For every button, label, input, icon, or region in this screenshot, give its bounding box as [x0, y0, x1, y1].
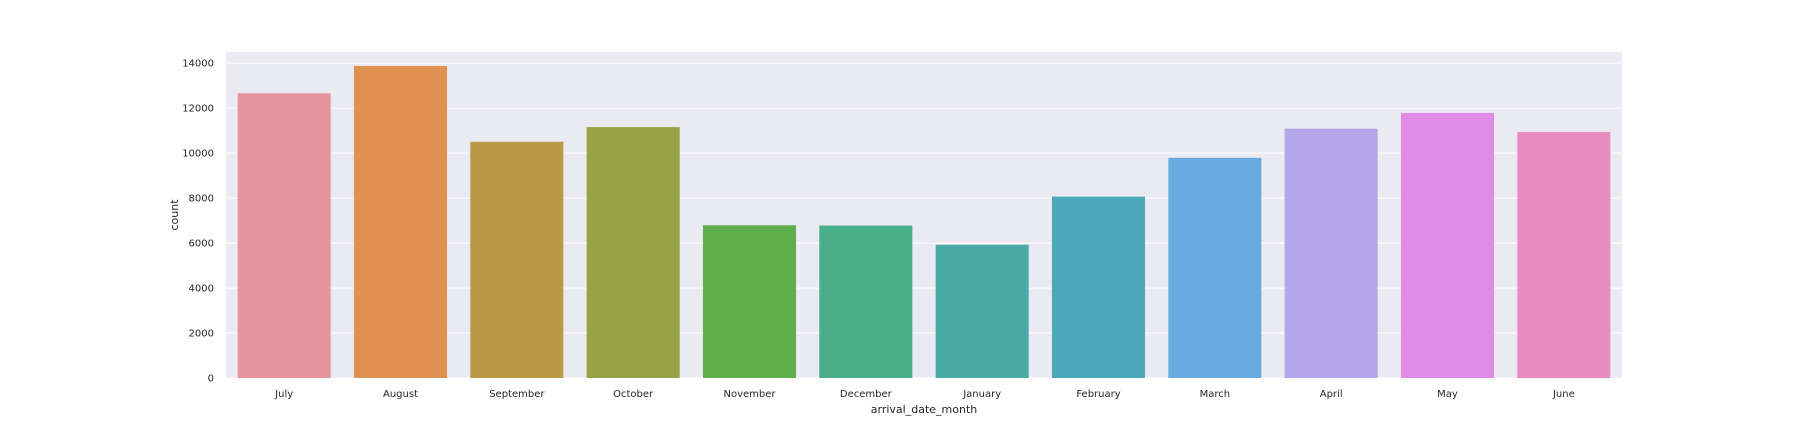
x-tick-label: March: [1200, 389, 1230, 400]
x-tick-label: December: [840, 389, 893, 400]
bar-november: [702, 225, 797, 378]
y-tick-label: 2000: [189, 329, 214, 340]
x-tick-label: September: [489, 389, 545, 400]
x-axis-label: arrival_date_month: [871, 403, 977, 416]
bar-june: [1517, 132, 1611, 378]
bar-april: [1284, 128, 1378, 378]
y-axis-label: count: [168, 199, 181, 231]
y-tick-label: 4000: [189, 284, 214, 295]
bar-october: [586, 127, 680, 379]
y-tick-label: 8000: [189, 194, 214, 205]
y-tick-label: 12000: [182, 104, 214, 115]
y-tick-label: 10000: [182, 149, 214, 160]
x-tick-label: February: [1076, 389, 1120, 400]
y-tick-label: 0: [208, 374, 214, 385]
x-tick-label: August: [383, 389, 418, 400]
x-tick-label: November: [723, 389, 776, 400]
grid-lines: [226, 62, 1622, 379]
x-tick-label: January: [962, 389, 1001, 400]
x-tick-labels: July August September October November Decemb…: [274, 389, 1575, 400]
y-tick-labels: 0 2000 4000 6000 8000 10000 12000 14000: [182, 59, 214, 385]
bars: [237, 66, 1611, 379]
bar-february: [1051, 196, 1146, 378]
x-tick-label: June: [1552, 389, 1575, 400]
y-tick-label: 14000: [182, 59, 214, 70]
bar-july: [237, 93, 331, 378]
bar-march: [1168, 157, 1262, 378]
x-tick-label: April: [1320, 389, 1343, 400]
bar-september: [470, 141, 564, 378]
plot-background: [226, 52, 1622, 378]
x-tick-label: October: [613, 389, 654, 400]
x-tick-label: July: [274, 389, 293, 400]
bar-august: [353, 66, 448, 378]
y-tick-label: 6000: [189, 239, 214, 250]
bar-may: [1400, 112, 1495, 378]
bar-january: [935, 244, 1029, 378]
x-tick-label: May: [1437, 389, 1458, 400]
bar-december: [819, 225, 913, 378]
